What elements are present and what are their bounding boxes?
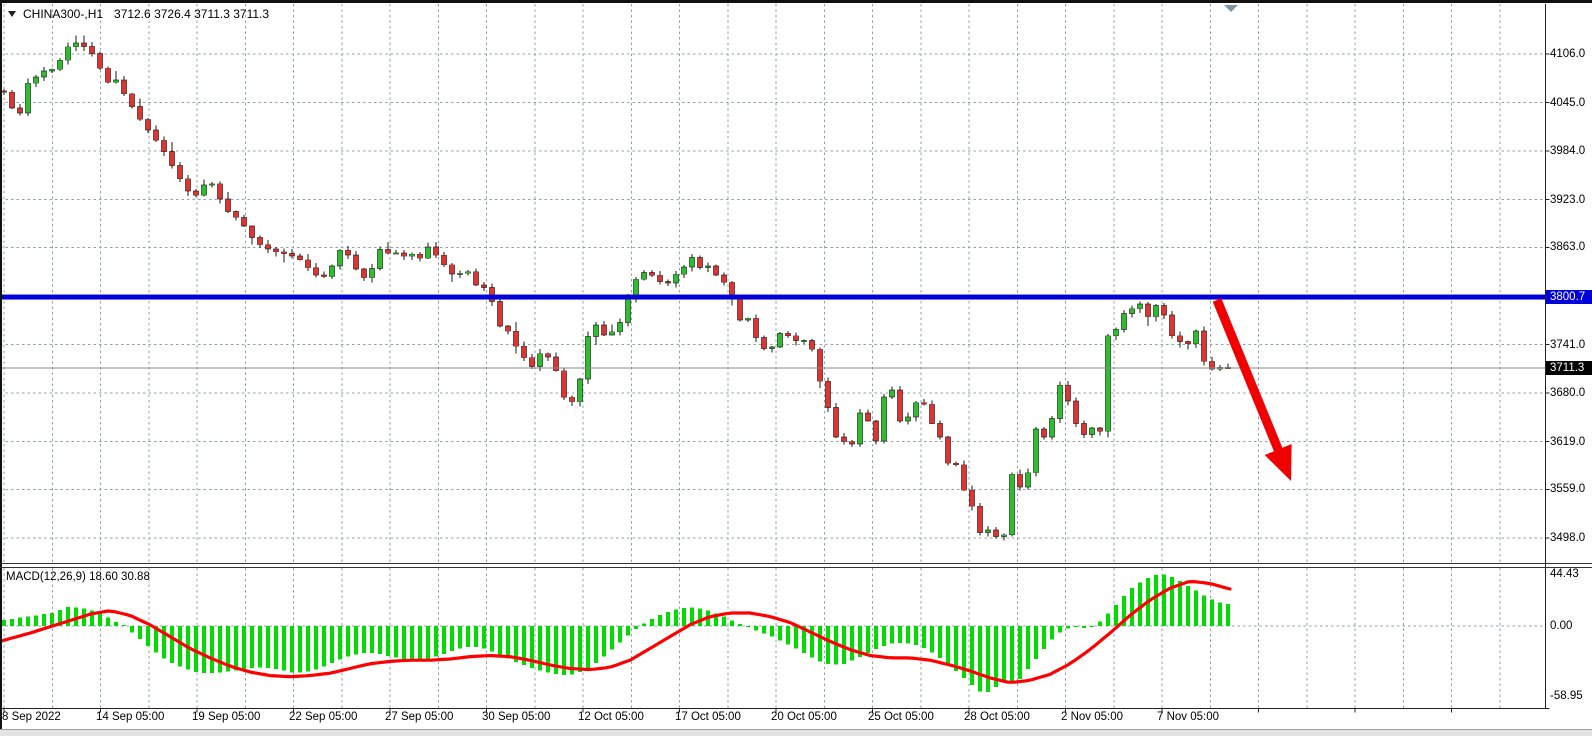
- resistance-hline[interactable]: [0, 294, 1546, 300]
- chart-shift-marker-icon: [1224, 5, 1238, 12]
- window-border-left: [0, 0, 2, 729]
- trend-arrow[interactable]: [1212, 298, 1292, 481]
- macd-signal-line: [0, 579, 1232, 684]
- pane-splitter-line-bottom[interactable]: [0, 567, 1592, 568]
- macd-histogram: [2, 574, 1230, 693]
- window-border-bottom: [0, 729, 1592, 736]
- window-border-top: [0, 0, 1592, 3]
- grid-layer: [0, 4, 1546, 708]
- axes-lines: [0, 4, 1550, 713]
- candle-wicks: [3, 35, 1229, 541]
- pane-splitter-line-top[interactable]: [0, 563, 1592, 564]
- candles-layer: [1, 42, 1231, 537]
